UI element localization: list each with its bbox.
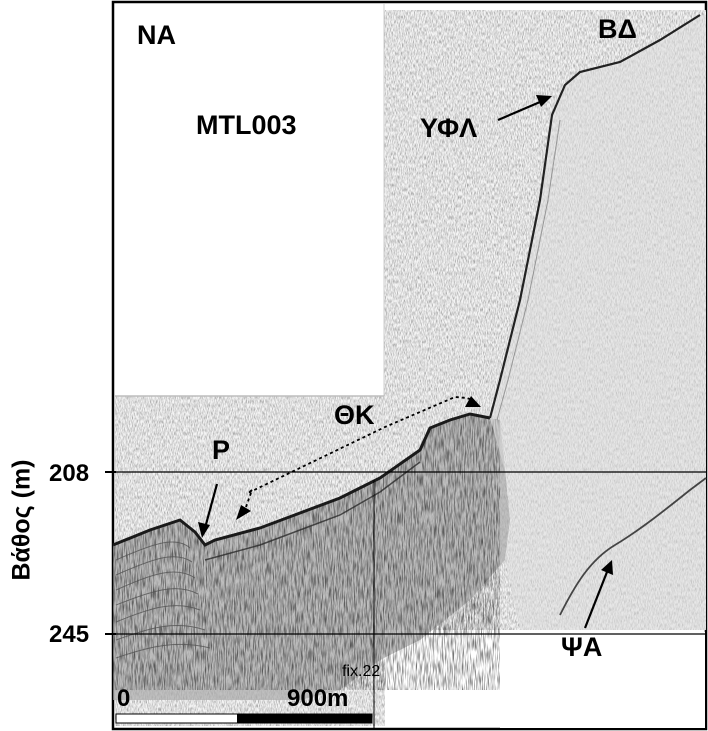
- depth-tick-208: 208: [49, 460, 90, 487]
- annotation-yfl: ΥΦΛ: [420, 113, 478, 143]
- buried-reflector: [559, 477, 707, 616]
- scale-bar: [115, 713, 373, 724]
- annotation-arrows: [198, 95, 613, 629]
- annotation-p: Ρ: [212, 435, 231, 465]
- direction-right-label: ΒΔ: [598, 14, 637, 44]
- profile-id-label: MTL003: [196, 110, 297, 140]
- annotation-psa: ΨΑ: [561, 632, 603, 662]
- direction-left-label: ΝΑ: [137, 20, 176, 50]
- depth-tick-245: 245: [49, 621, 90, 648]
- y-axis-label-text: Βάθος (m): [7, 459, 36, 581]
- escarpment: [488, 14, 706, 630]
- annotation-thk: ΘΚ: [334, 400, 375, 430]
- y-axis-label: Βάθος (m): [2, 420, 42, 620]
- scale-end-label: 900m: [287, 685, 349, 712]
- scale-start-label: 0: [117, 685, 131, 712]
- fix-label: fix.22: [342, 663, 381, 680]
